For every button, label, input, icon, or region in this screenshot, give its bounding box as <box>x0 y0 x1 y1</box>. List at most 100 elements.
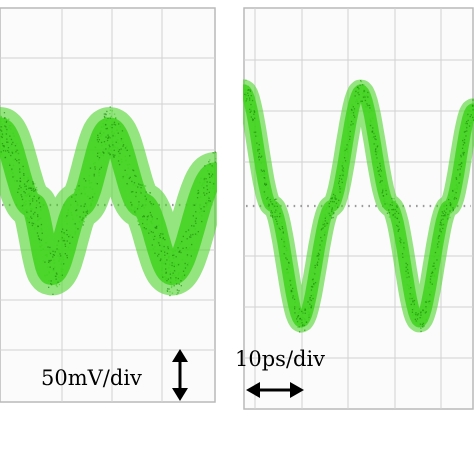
trace-speck <box>159 259 161 262</box>
trace-speck <box>140 192 142 194</box>
trace-speck <box>350 108 353 111</box>
trace-speck <box>148 232 150 234</box>
trace-speck <box>169 273 171 275</box>
trace-speck <box>415 313 417 315</box>
trace-speck <box>38 218 40 220</box>
trace-speck <box>245 79 247 81</box>
trace-speck <box>208 164 210 166</box>
trace-speck <box>33 190 35 192</box>
trace-speck <box>290 289 292 291</box>
trace-speck <box>269 199 271 201</box>
trace-speck <box>169 271 171 273</box>
trace-speck <box>312 279 314 282</box>
trace-speck <box>31 222 33 224</box>
trace-speck <box>95 182 97 184</box>
trace-speck <box>440 231 442 233</box>
trace-speck <box>287 265 289 268</box>
trace-speck <box>78 188 80 191</box>
trace-speck <box>377 150 379 152</box>
trace-speck <box>350 120 353 123</box>
trace-speck <box>20 194 22 196</box>
trace-speck <box>439 224 441 226</box>
trace-speck <box>323 234 326 236</box>
trace-speck <box>250 95 252 97</box>
trace-speck <box>48 272 50 274</box>
trace-speck <box>36 200 38 202</box>
trace-speck <box>469 122 471 124</box>
trace-speck <box>98 152 101 154</box>
trace-speck <box>208 173 210 175</box>
trace-speck <box>0 116 2 119</box>
trace-speck <box>282 244 284 246</box>
trace-speck <box>32 200 34 202</box>
trace-speck <box>80 193 82 195</box>
trace-speck <box>461 163 463 165</box>
trace-speck <box>66 240 68 242</box>
trace-speck <box>379 165 382 167</box>
trace-speck <box>22 168 24 171</box>
trace-speck <box>74 231 77 233</box>
trace-speck <box>276 214 278 216</box>
trace-speck <box>28 185 30 187</box>
trace-speck <box>30 189 33 191</box>
trace-speck <box>391 197 393 200</box>
trace-speck <box>83 186 85 188</box>
trace-speck <box>314 264 316 267</box>
trace-speck <box>267 196 269 199</box>
trace-speck <box>71 236 74 238</box>
trace-speck <box>82 217 84 219</box>
trace-speck <box>258 157 260 160</box>
trace-speck <box>169 264 171 266</box>
trace-speck <box>251 99 254 102</box>
trace-speck <box>177 274 179 276</box>
trace-speck <box>59 253 61 255</box>
trace-speck <box>164 276 166 278</box>
trace-speck <box>159 234 161 237</box>
trace-speck <box>4 117 6 119</box>
trace-speck <box>1 136 3 139</box>
trace-speck <box>309 299 311 301</box>
trace-speck <box>50 280 52 282</box>
trace-speck <box>249 89 251 91</box>
trace-speck <box>263 174 266 176</box>
trace-speck <box>56 248 58 250</box>
trace-speck <box>455 192 457 194</box>
trace-speck <box>439 221 442 223</box>
trace-speck <box>68 236 70 238</box>
trace-speck <box>176 293 178 296</box>
trace-speck <box>55 272 58 274</box>
trace-speck <box>196 197 199 199</box>
trace-speck <box>348 140 350 142</box>
oscilloscope-left <box>0 7 217 403</box>
trace-speck <box>309 303 311 305</box>
trace-speck <box>61 237 63 239</box>
trace-speck <box>441 211 443 213</box>
trace-speck <box>202 183 204 185</box>
trace-speck <box>24 195 27 197</box>
trace-speck <box>34 211 36 214</box>
trace-speck <box>143 185 146 187</box>
trace-speck <box>116 129 118 131</box>
trace-speck <box>258 141 260 143</box>
trace-speck <box>10 170 13 172</box>
trace-speck <box>135 191 137 194</box>
trace-speck <box>312 281 314 283</box>
trace-speck <box>144 199 146 201</box>
trace-speck <box>386 202 388 204</box>
trace-speck <box>388 209 390 211</box>
trace-speck <box>85 180 87 182</box>
trace-speck <box>50 284 53 286</box>
trace-speck <box>145 198 147 200</box>
trace-speck <box>246 89 248 91</box>
trace-speck <box>280 237 283 239</box>
trace-speck <box>305 309 307 311</box>
trace-speck <box>149 192 151 194</box>
trace-speck <box>66 215 68 217</box>
trace-speck <box>465 125 467 127</box>
trace-speck <box>25 185 27 187</box>
trace-speck <box>438 235 441 237</box>
trace-speck <box>322 221 324 223</box>
trace-core <box>0 117 217 286</box>
trace-speck <box>192 233 194 236</box>
trace-speck <box>179 250 181 252</box>
